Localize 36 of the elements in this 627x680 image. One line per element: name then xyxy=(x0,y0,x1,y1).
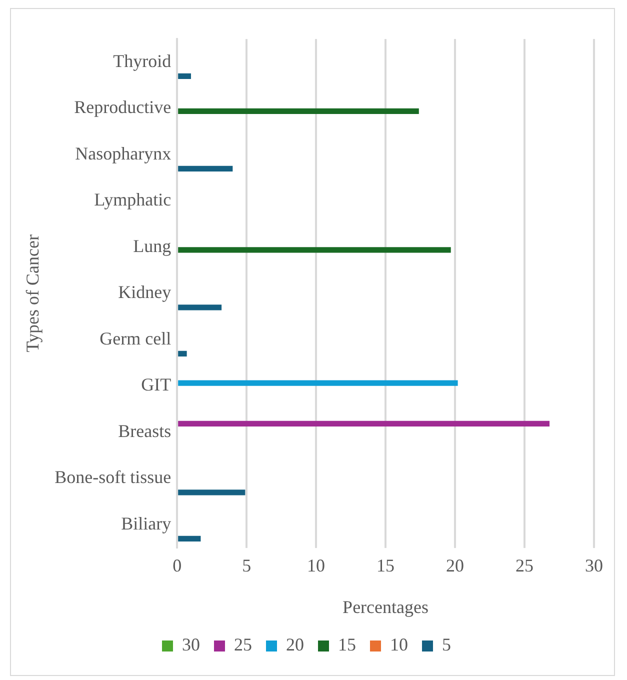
y-tick-label: Reproductive xyxy=(74,97,172,118)
bar xyxy=(178,73,191,80)
x-tick-label: 20 xyxy=(446,555,464,576)
bar xyxy=(178,166,233,172)
bar xyxy=(178,108,419,114)
legend-label: 25 xyxy=(234,634,252,655)
y-tick-label: Breasts xyxy=(118,420,172,441)
y-tick-label: Bone-soft tissue xyxy=(54,467,172,488)
bar xyxy=(178,380,458,386)
bar xyxy=(178,536,201,542)
y-tick-label: Kidney xyxy=(118,282,172,302)
bar xyxy=(178,304,222,310)
x-tick-label: 25 xyxy=(516,555,534,576)
x-axis-title: Percentages xyxy=(342,596,429,617)
x-tick-label: 0 xyxy=(172,555,182,576)
legend-label: 5 xyxy=(442,634,451,655)
x-tick-label: 15 xyxy=(376,555,395,576)
x-tick-label: 5 xyxy=(242,555,252,576)
legend-label: 10 xyxy=(390,634,408,655)
y-tick-label: Lymphatic xyxy=(94,190,172,210)
bar xyxy=(178,247,451,253)
x-tick-label: 10 xyxy=(307,555,326,576)
legend-label: 20 xyxy=(286,634,304,655)
y-tick-label: Thyroid xyxy=(113,50,172,71)
y-tick-label: GIT xyxy=(141,374,172,395)
y-tick-label: Nasopharynx xyxy=(75,143,172,164)
y-tick-label: Lung xyxy=(133,236,172,256)
legend-label: 15 xyxy=(338,634,356,655)
x-tick-label: 30 xyxy=(585,555,603,576)
bar xyxy=(178,490,246,496)
bar xyxy=(178,350,187,357)
y-tick-label: Germ cell xyxy=(100,328,172,348)
y-axis-title: Types of Cancer xyxy=(22,234,43,352)
legend-label: 30 xyxy=(182,634,200,655)
bar xyxy=(178,420,550,427)
y-tick-label: Biliary xyxy=(121,513,172,534)
